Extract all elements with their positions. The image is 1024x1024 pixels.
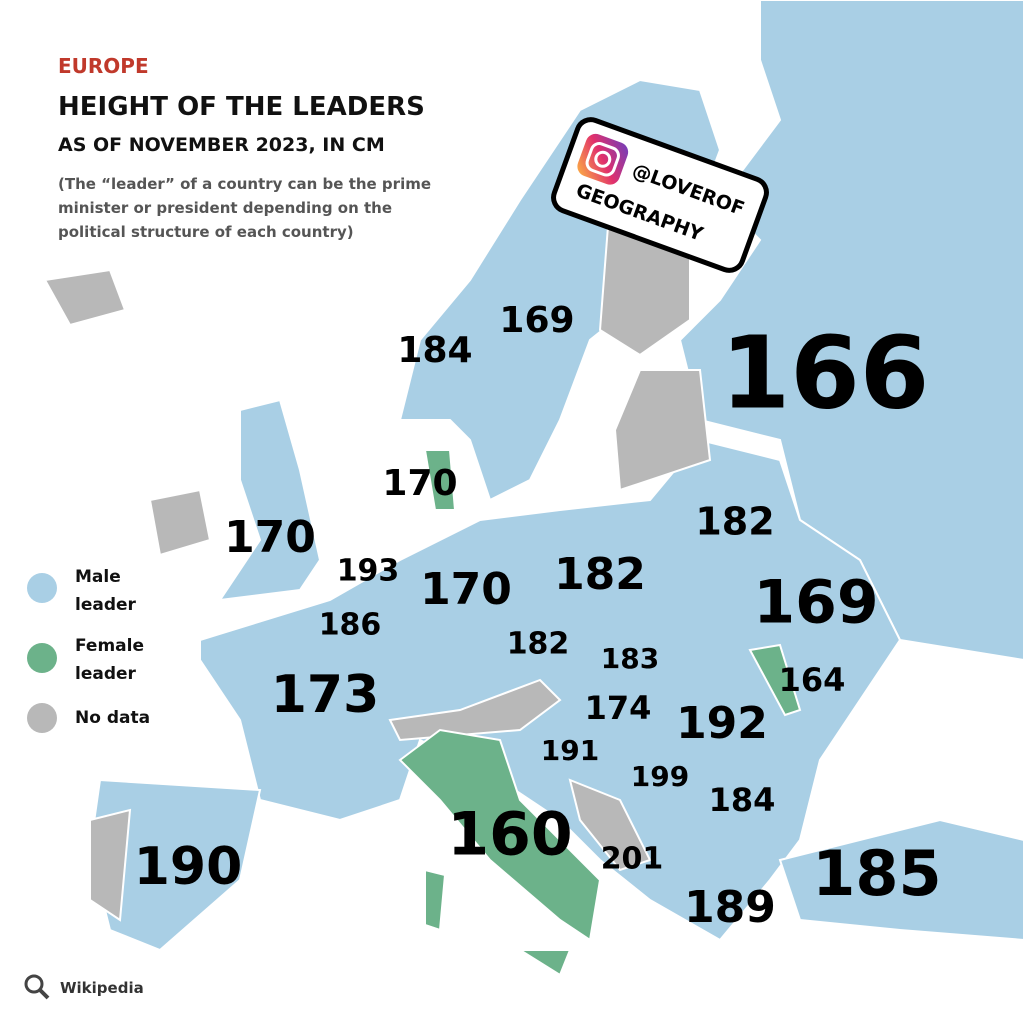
height-label: 169	[753, 568, 878, 638]
region-uk	[217, 398, 322, 602]
note: (The “leader” of a country can be the pr…	[58, 175, 432, 241]
height-label: 169	[499, 300, 574, 341]
legend-label: Female leader	[75, 636, 144, 684]
height-label: 170	[224, 512, 316, 563]
height-label: 191	[541, 734, 599, 767]
height-label: 186	[319, 608, 382, 643]
height-label: 170	[420, 564, 512, 615]
subtitle: AS OF NOVEMBER 2023, IN CM	[58, 134, 385, 156]
height-label: 174	[585, 689, 652, 727]
legend-dots	[27, 573, 57, 733]
height-label: 185	[812, 837, 941, 910]
height-label: 166	[721, 314, 930, 431]
region-baltics	[613, 369, 712, 492]
height-labels: 166 169 184 170 170 193 170 182 182 169 186 182 183 1…	[134, 300, 942, 933]
height-label: 160	[447, 800, 572, 870]
height-label: 182	[554, 549, 646, 600]
height-label: 192	[676, 698, 768, 749]
region-moldova	[748, 643, 802, 717]
height-label: 184	[709, 781, 776, 819]
source: Wikipedia	[60, 979, 144, 997]
region-sicily	[516, 949, 572, 977]
height-label: 189	[684, 882, 776, 933]
height-label: 184	[397, 330, 472, 371]
height-label: 164	[779, 661, 846, 699]
region-sardinia	[424, 868, 447, 932]
legend-swatch	[27, 643, 57, 673]
region-alps	[388, 678, 562, 742]
height-label: 182	[695, 500, 774, 544]
search-icon	[24, 974, 50, 1000]
instagram-icon	[577, 133, 629, 185]
region-iceland	[43, 268, 127, 327]
region-turkey	[778, 818, 1024, 942]
legend-swatch	[27, 703, 57, 733]
height-label: 190	[134, 837, 243, 897]
height-label: 201	[601, 842, 664, 877]
legend-label: Male leader	[75, 567, 136, 615]
region-italy	[398, 728, 602, 942]
instagram-icon-frame	[585, 142, 620, 177]
legend-label: No data	[75, 708, 151, 728]
height-label: 199	[631, 760, 689, 793]
height-label: 193	[337, 554, 400, 589]
title: HEIGHT OF THE LEADERS	[58, 92, 425, 122]
region-denmark	[423, 449, 457, 511]
region-ireland	[148, 488, 212, 557]
height-label: 182	[507, 627, 570, 662]
height-label: 170	[382, 463, 457, 504]
height-label: 183	[601, 642, 659, 675]
legend-swatch	[27, 573, 57, 603]
instagram-icon-lens	[594, 150, 612, 168]
height-label: 173	[271, 665, 380, 725]
region: EUROPE	[58, 54, 149, 78]
region-balkans	[568, 778, 652, 872]
region-portugal	[89, 808, 132, 922]
